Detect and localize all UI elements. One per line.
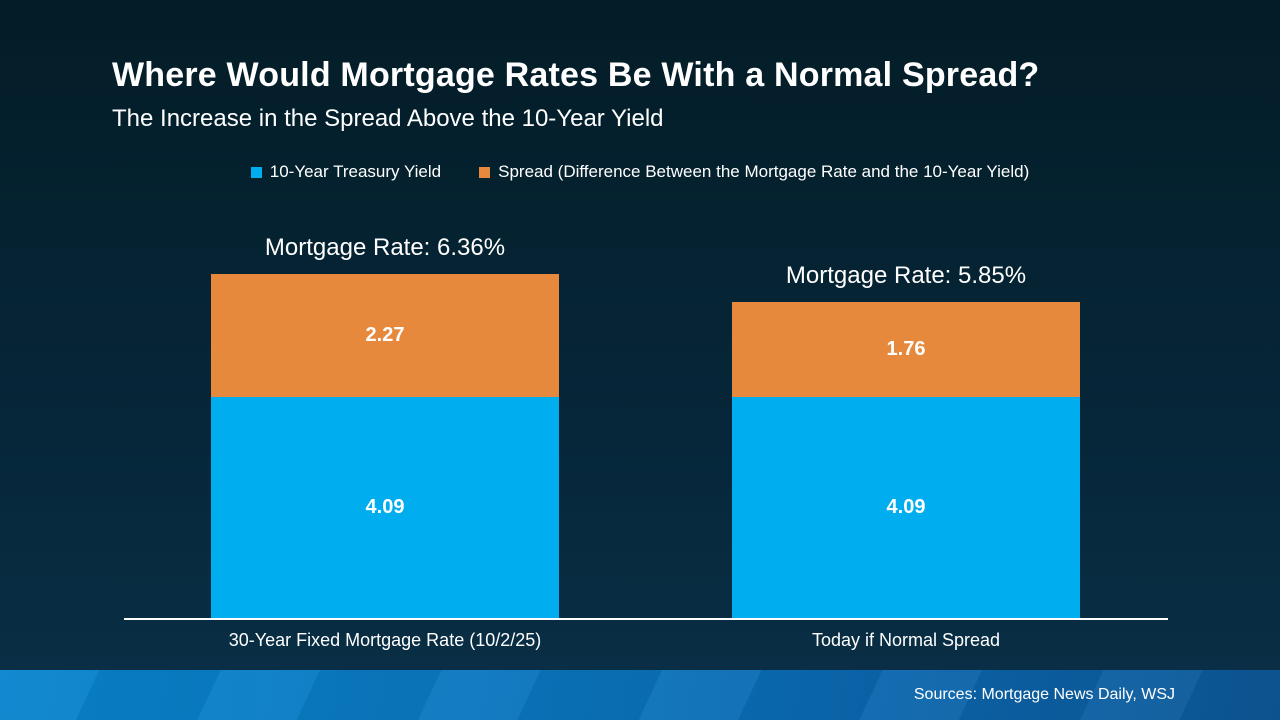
legend-item-treasury: 10-Year Treasury Yield xyxy=(250,162,442,182)
spread-segment: 2.27 xyxy=(211,274,559,397)
x-axis-line xyxy=(124,618,1168,620)
legend-item-spread: Spread (Difference Between the Mortgage … xyxy=(479,162,1029,182)
footer-band: Sources: Mortgage News Daily, WSJ xyxy=(0,670,1280,720)
segment-value: 4.09 xyxy=(365,496,405,518)
bar-total-label: Mortgage Rate: 6.36% xyxy=(264,234,506,261)
legend: 10-Year Treasury Yield Spread (Differenc… xyxy=(0,162,1280,182)
chart-subtitle: The Increase in the Spread Above the 10-… xyxy=(112,105,664,132)
treasury-segment: 4.09 xyxy=(211,397,559,618)
segment-value: 4.09 xyxy=(886,496,926,518)
bar-current-mortgage-rate: Mortgage Rate: 6.36% 2.27 4.09 xyxy=(211,234,559,618)
chart-title: Where Would Mortgage Rates Be With a Nor… xyxy=(112,56,1040,94)
bar-normal-spread-rate: Mortgage Rate: 5.85% 1.76 4.09 xyxy=(732,262,1080,618)
blue-square-icon xyxy=(250,166,262,178)
sources-note: Sources: Mortgage News Daily, WSJ xyxy=(913,686,1175,703)
category-label-current: 30-Year Fixed Mortgage Rate (10/2/25) xyxy=(228,630,542,650)
bar-total-label: Mortgage Rate: 5.85% xyxy=(785,262,1027,289)
spread-segment: 1.76 xyxy=(732,302,1080,397)
treasury-segment: 4.09 xyxy=(732,397,1080,618)
legend-label: 10-Year Treasury Yield xyxy=(269,162,442,181)
segment-value: 2.27 xyxy=(365,324,405,346)
category-label-normal: Today if Normal Spread xyxy=(811,630,1001,650)
segment-value: 1.76 xyxy=(886,338,926,360)
legend-label: Spread (Difference Between the Mortgage … xyxy=(498,162,1030,181)
orange-square-icon xyxy=(479,166,491,178)
